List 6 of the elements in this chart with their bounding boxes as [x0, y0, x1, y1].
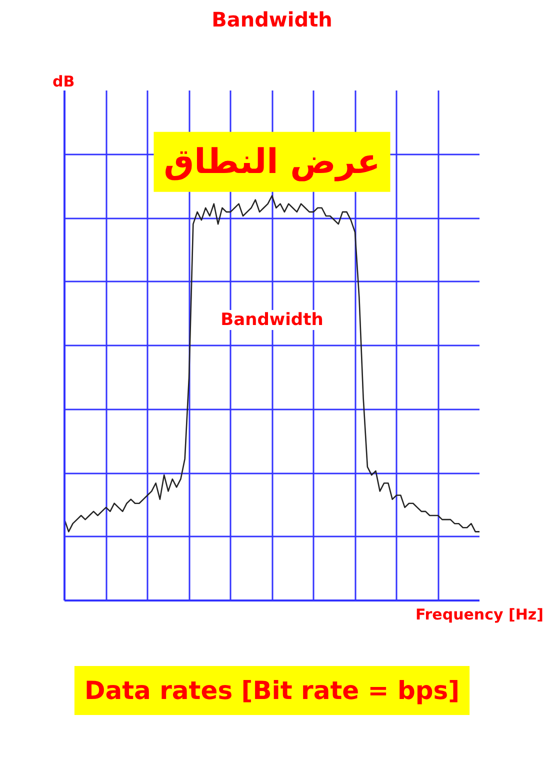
text: عرض النطاق	[164, 142, 380, 182]
x-axis-title: Frequency [Hz]	[415, 606, 544, 624]
text: dB	[52, 72, 75, 90]
annotation: Bandwidth	[220, 310, 324, 330]
chart-title: Bandwidth	[212, 8, 332, 32]
text: Data rates [Bit rate = bps]	[84, 676, 460, 705]
